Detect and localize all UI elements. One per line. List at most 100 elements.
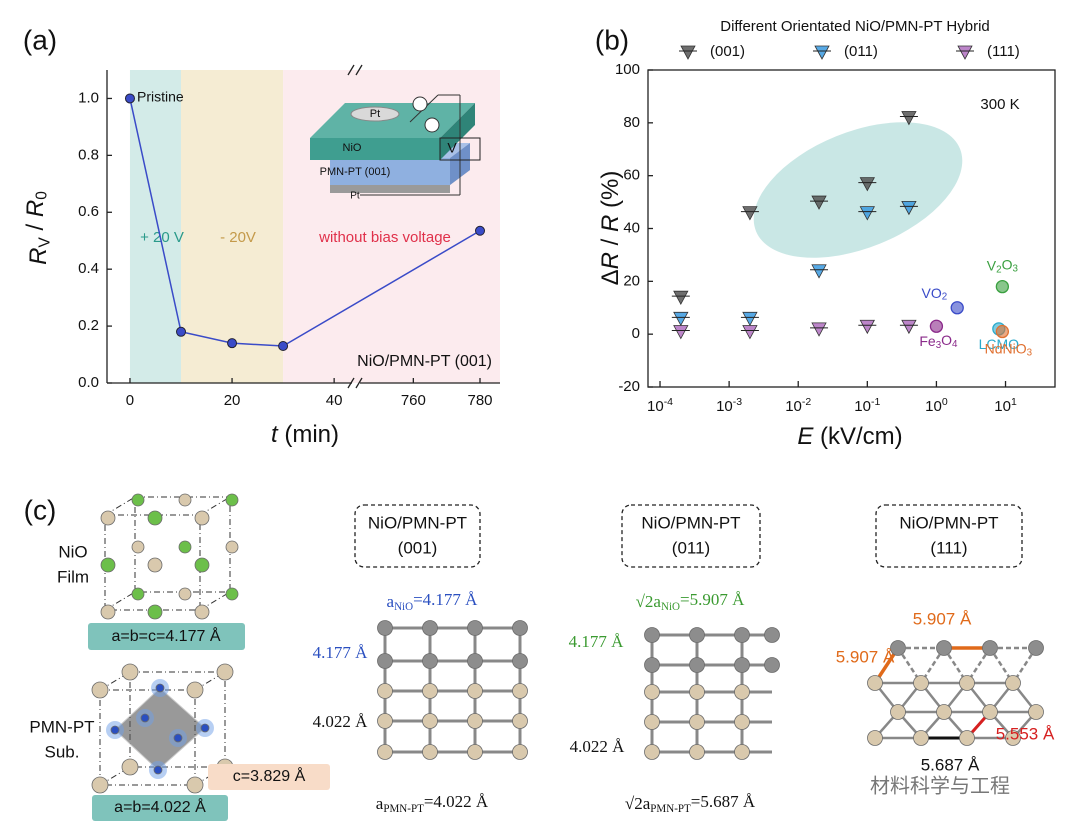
tick-base: 10 (785, 398, 802, 415)
column-title: (001) (398, 538, 438, 557)
inset-label: Pt (370, 108, 380, 120)
data-point (673, 311, 689, 327)
y-tick-label: 40 (623, 219, 640, 236)
atom (121, 663, 139, 681)
data-point (673, 325, 689, 340)
data-point (929, 319, 944, 333)
label: PMN-PT (29, 717, 94, 736)
data-point (995, 279, 1010, 294)
atom (936, 704, 952, 720)
x-tick-label: 780 (467, 392, 492, 409)
label: Film (57, 567, 89, 586)
x-tick-label: 100 (925, 396, 948, 415)
atom (200, 723, 210, 733)
atom (467, 620, 483, 636)
atom (982, 704, 998, 720)
atom (131, 493, 145, 507)
column-title: (111) (930, 538, 967, 557)
atom (936, 640, 952, 656)
atom (644, 657, 660, 673)
y-tick-label: 80 (623, 114, 640, 131)
x-tick-label: 10-1 (854, 396, 880, 415)
x-axis-title: E (kV/cm) (797, 423, 902, 450)
legend-label: (011) (844, 43, 878, 60)
label-box (88, 623, 245, 650)
tick-exp: 0 (942, 396, 948, 408)
text-part: E (797, 423, 814, 450)
data-point (859, 319, 875, 335)
lattice-label: 4.177 Å (313, 643, 369, 662)
annotation: NiO/PMN-PT (001) (357, 353, 492, 370)
atom (689, 744, 705, 760)
atom (422, 744, 438, 760)
column-title: NiO/PMN-PT (368, 513, 467, 532)
y-tick-label: 0.6 (78, 203, 99, 220)
lattice-label: aPMN-PT=4.022 Å (376, 792, 489, 815)
atom (890, 704, 906, 720)
x-tick-label: 0 (126, 392, 134, 409)
tick-exp: -2 (802, 396, 811, 408)
annotation: 300 K (980, 96, 1019, 113)
legend-title: Different Orientated NiO/PMN-PT Hybrid (720, 18, 990, 35)
y-tick-label: 0.0 (78, 374, 99, 391)
atom (644, 714, 660, 730)
column-title: NiO/PMN-PT (899, 513, 998, 532)
region-label: - 20V (220, 229, 256, 246)
text-part: =5.687 Å (691, 792, 756, 811)
axis-break (347, 64, 355, 76)
text-part: √2a (625, 794, 651, 813)
text-part: 3 (936, 340, 942, 351)
text-part: V (37, 237, 54, 248)
text-part: NiO (394, 600, 413, 612)
data-point (859, 177, 875, 192)
atom (1028, 640, 1044, 656)
x-tick-label: 10-4 (647, 396, 673, 415)
atom (186, 681, 204, 699)
atom (1005, 730, 1021, 746)
inset-label: Pt (350, 191, 360, 202)
text-part: VO (922, 284, 942, 300)
x-tick-label: 20 (224, 392, 241, 409)
legend-marker (814, 45, 830, 60)
tick-exp: -4 (664, 396, 673, 408)
y-tick-label: 0.2 (78, 317, 99, 334)
data-point (950, 301, 964, 315)
y-tick-label: 100 (615, 61, 640, 78)
text-part: Δ (597, 269, 624, 285)
point-label: Fe3O4 (919, 332, 958, 351)
annotation: Pristine (137, 89, 184, 105)
atom (178, 493, 192, 507)
lattice-label: 4.177 Å (569, 632, 625, 651)
atom (959, 730, 975, 746)
lattice-label: √2aPMN-PT=5.687 Å (625, 792, 756, 815)
atom (422, 653, 438, 669)
text-part: a (387, 592, 395, 611)
data-point (811, 195, 827, 210)
lattice-label: 5.907 Å (913, 609, 972, 628)
data-point (673, 290, 689, 306)
watermark: 材料科学与工程 (870, 774, 1010, 797)
point-label: LCMO (979, 336, 1020, 352)
text-part: R (22, 200, 49, 217)
atom (377, 744, 393, 760)
column-title: NiO/PMN-PT (641, 513, 740, 532)
lattice-label: aNiO=4.177 Å (387, 590, 479, 613)
region-label: + 20 V (140, 229, 184, 246)
atom (422, 713, 438, 729)
legend-label: (111) (987, 43, 1020, 60)
text-part: PMN-PT (383, 802, 424, 814)
text-part: a (376, 794, 384, 813)
atom (225, 493, 239, 507)
data-point (901, 111, 917, 126)
panel-label: (a) (23, 24, 57, 55)
atom (644, 744, 660, 760)
x-tick-label: 101 (994, 396, 1017, 415)
atom (734, 744, 750, 760)
atom (689, 627, 705, 643)
atom (1005, 675, 1021, 691)
y-axis-title: RV / R0 (22, 191, 53, 265)
cube-edge (99, 689, 196, 786)
data-point (811, 264, 827, 279)
atom (467, 653, 483, 669)
